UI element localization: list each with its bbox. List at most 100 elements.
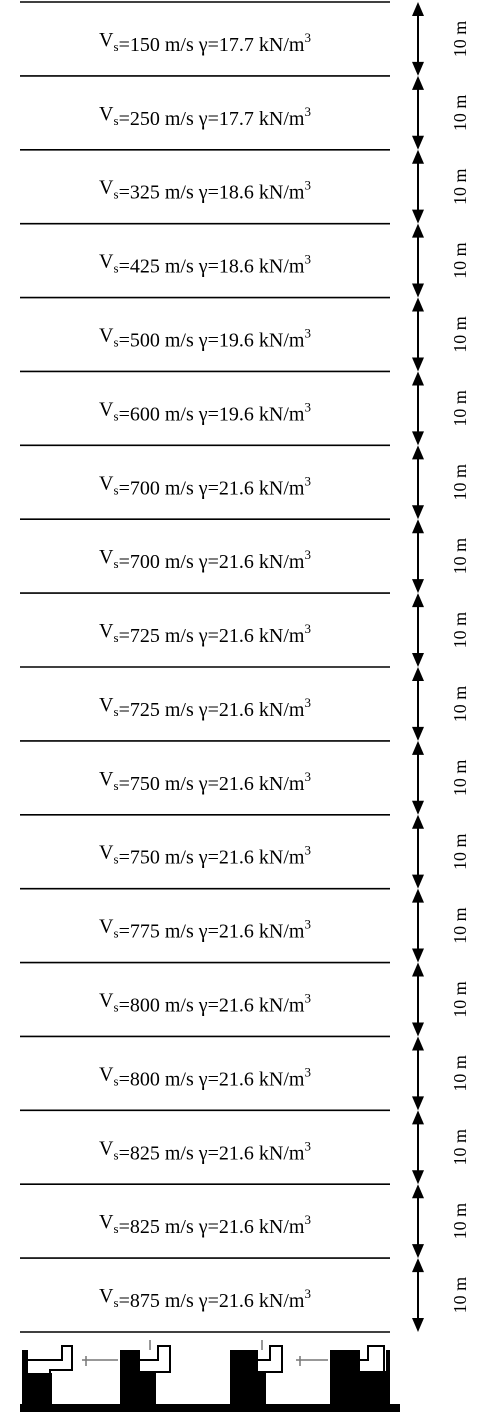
velocity-unit: m/s <box>160 182 199 204</box>
layer-thickness-label: 10 m <box>450 907 470 944</box>
layer-thickness-label: 10 m <box>450 168 470 205</box>
velocity-value: =800 <box>119 995 160 1017</box>
unit-weight-unit: kN/m <box>254 477 305 499</box>
velocity-value: =825 <box>119 1142 160 1164</box>
unit-weight-symbol: γ <box>198 551 208 573</box>
layer-thickness-label: 10 m <box>450 21 470 58</box>
arrow-up-icon <box>412 1036 424 1051</box>
arrow-up-icon <box>412 593 424 608</box>
arrow-down-icon <box>412 800 424 815</box>
layer-thickness-label: 10 m <box>450 760 470 797</box>
arrow-down-icon <box>412 948 424 963</box>
unit-weight-unit: kN/m <box>254 1068 305 1090</box>
unit-weight-exponent: 3 <box>304 326 311 341</box>
velocity-value: =775 <box>119 921 160 943</box>
velocity-subscript: s <box>114 1000 119 1015</box>
layer-label: Vs=725 m/s γ=21.6 kN/m3 <box>99 620 311 647</box>
layer-thickness-label: 10 m <box>450 612 470 649</box>
unit-weight-symbol: γ <box>198 995 208 1017</box>
unit-weight-exponent: 3 <box>304 621 311 636</box>
velocity-subscript: s <box>114 39 119 54</box>
velocity-unit: m/s <box>160 34 199 56</box>
unit-weight-symbol: γ <box>198 403 208 425</box>
arrow-up-icon <box>412 519 424 534</box>
velocity-unit: m/s <box>160 773 199 795</box>
unit-weight-unit: kN/m <box>254 403 305 425</box>
velocity-subscript: s <box>114 852 119 867</box>
arrow-up-icon <box>412 75 424 90</box>
velocity-symbol: V <box>99 694 114 716</box>
unit-weight-exponent: 3 <box>304 1286 311 1301</box>
layer-label: Vs=750 m/s γ=21.6 kN/m3 <box>99 768 311 795</box>
unit-weight-unit: kN/m <box>254 108 305 130</box>
layer-thickness-label: 10 m <box>450 1129 470 1166</box>
arrow-down-icon <box>412 505 424 520</box>
unit-weight-symbol: γ <box>198 256 208 278</box>
unit-weight-value: =17.7 <box>208 108 254 130</box>
layer-label: Vs=250 m/s γ=17.7 kN/m3 <box>99 103 311 130</box>
layer-label: Vs=875 m/s γ=21.6 kN/m3 <box>99 1285 311 1312</box>
velocity-subscript: s <box>114 704 119 719</box>
layer-label: Vs=775 m/s γ=21.6 kN/m3 <box>99 916 311 943</box>
unit-weight-symbol: γ <box>198 108 208 130</box>
unit-weight-exponent: 3 <box>304 30 311 45</box>
layer-thickness-label: 10 m <box>450 1055 470 1092</box>
velocity-symbol: V <box>99 1063 114 1085</box>
velocity-subscript: s <box>114 335 119 350</box>
arrow-down-icon <box>412 357 424 372</box>
unit-weight-symbol: γ <box>198 921 208 943</box>
velocity-symbol: V <box>99 325 114 347</box>
arrow-down-icon <box>412 1096 424 1111</box>
velocity-subscript: s <box>114 1147 119 1162</box>
velocity-symbol: V <box>99 251 114 273</box>
velocity-value: =425 <box>119 256 160 278</box>
velocity-subscript: s <box>114 261 119 276</box>
unit-weight-symbol: γ <box>198 1216 208 1238</box>
unit-weight-unit: kN/m <box>254 699 305 721</box>
unit-weight-value: =19.6 <box>208 330 254 352</box>
arrow-down-icon <box>412 874 424 889</box>
layer-thickness-label: 10 m <box>450 316 470 353</box>
velocity-symbol: V <box>99 1137 114 1159</box>
unit-weight-symbol: γ <box>198 330 208 352</box>
unit-weight-symbol: γ <box>198 182 208 204</box>
velocity-unit: m/s <box>160 995 199 1017</box>
unit-weight-symbol: γ <box>198 1290 208 1312</box>
velocity-value: =600 <box>119 403 160 425</box>
layer-label: Vs=825 m/s γ=21.6 kN/m3 <box>99 1137 311 1164</box>
layer-label: Vs=425 m/s γ=18.6 kN/m3 <box>99 251 311 278</box>
arrow-up-icon <box>412 1184 424 1199</box>
unit-weight-unit: kN/m <box>254 773 305 795</box>
unit-weight-unit: kN/m <box>254 625 305 647</box>
velocity-subscript: s <box>114 556 119 571</box>
unit-weight-exponent: 3 <box>304 1064 311 1079</box>
layer-label: Vs=500 m/s γ=19.6 kN/m3 <box>99 325 311 352</box>
unit-weight-unit: kN/m <box>254 1290 305 1312</box>
arrow-down-icon <box>412 283 424 298</box>
velocity-unit: m/s <box>160 551 199 573</box>
unit-weight-exponent: 3 <box>304 252 311 267</box>
unit-weight-exponent: 3 <box>304 104 311 119</box>
velocity-symbol: V <box>99 546 114 568</box>
unit-weight-value: =21.6 <box>208 921 254 943</box>
velocity-value: =725 <box>119 699 160 721</box>
unit-weight-exponent: 3 <box>304 399 311 414</box>
layer-thickness-label: 10 m <box>450 1277 470 1314</box>
velocity-value: =750 <box>119 847 160 869</box>
unit-weight-value: =21.6 <box>208 995 254 1017</box>
layer-thickness-label: 10 m <box>450 1203 470 1240</box>
layer-label: Vs=325 m/s γ=18.6 kN/m3 <box>99 177 311 204</box>
unit-weight-exponent: 3 <box>304 178 311 193</box>
arrow-up-icon <box>412 445 424 460</box>
unit-weight-symbol: γ <box>198 847 208 869</box>
unit-weight-unit: kN/m <box>254 1216 305 1238</box>
velocity-value: =750 <box>119 773 160 795</box>
velocity-symbol: V <box>99 472 114 494</box>
velocity-unit: m/s <box>160 699 199 721</box>
unit-weight-value: =18.6 <box>208 256 254 278</box>
unit-weight-value: =21.6 <box>208 699 254 721</box>
layer-label: Vs=825 m/s γ=21.6 kN/m3 <box>99 1211 311 1238</box>
velocity-unit: m/s <box>160 1216 199 1238</box>
velocity-value: =725 <box>119 625 160 647</box>
